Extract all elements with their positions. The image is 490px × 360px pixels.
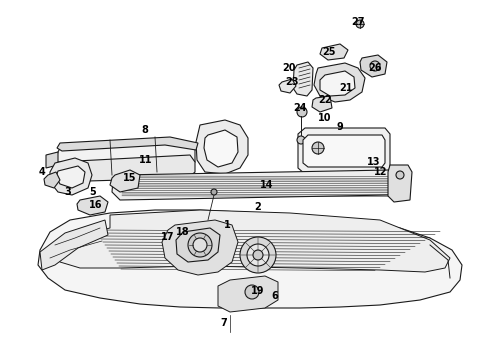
- Polygon shape: [112, 170, 397, 200]
- Polygon shape: [176, 228, 220, 262]
- Text: 6: 6: [271, 291, 278, 301]
- Circle shape: [297, 136, 305, 144]
- Polygon shape: [298, 128, 390, 174]
- Text: 10: 10: [318, 113, 332, 123]
- Polygon shape: [218, 276, 278, 312]
- Circle shape: [297, 107, 307, 117]
- Circle shape: [396, 171, 404, 179]
- Polygon shape: [55, 142, 195, 178]
- Text: 13: 13: [367, 157, 381, 167]
- Text: 5: 5: [90, 187, 97, 197]
- Text: 26: 26: [368, 63, 382, 73]
- Circle shape: [370, 61, 380, 71]
- Text: 22: 22: [318, 95, 332, 105]
- Text: 3: 3: [65, 187, 72, 197]
- Polygon shape: [52, 155, 195, 182]
- Polygon shape: [314, 63, 365, 102]
- Polygon shape: [320, 71, 355, 96]
- Polygon shape: [50, 158, 92, 195]
- Polygon shape: [38, 210, 462, 308]
- Polygon shape: [204, 130, 238, 167]
- Text: 23: 23: [285, 77, 299, 87]
- Text: 20: 20: [282, 63, 296, 73]
- Text: 17: 17: [161, 232, 175, 242]
- Circle shape: [356, 20, 364, 28]
- Polygon shape: [303, 135, 385, 167]
- Polygon shape: [293, 62, 313, 96]
- Polygon shape: [388, 165, 412, 202]
- Polygon shape: [110, 170, 140, 192]
- Text: 4: 4: [39, 167, 46, 177]
- Text: 24: 24: [293, 103, 307, 113]
- Text: 12: 12: [374, 167, 388, 177]
- Polygon shape: [56, 166, 85, 188]
- Circle shape: [211, 189, 217, 195]
- Text: 18: 18: [176, 227, 190, 237]
- Text: 21: 21: [339, 83, 353, 93]
- Text: 25: 25: [322, 47, 336, 57]
- Polygon shape: [312, 96, 332, 112]
- Circle shape: [188, 233, 212, 257]
- Circle shape: [245, 285, 259, 299]
- Text: 11: 11: [139, 155, 153, 165]
- Polygon shape: [162, 220, 238, 275]
- Polygon shape: [279, 79, 296, 93]
- Circle shape: [247, 244, 269, 266]
- Text: 19: 19: [251, 286, 265, 296]
- Polygon shape: [44, 172, 60, 188]
- Text: 8: 8: [142, 125, 148, 135]
- Text: 14: 14: [260, 180, 274, 190]
- Circle shape: [253, 250, 263, 260]
- Text: 2: 2: [255, 202, 261, 212]
- Polygon shape: [46, 152, 58, 168]
- Polygon shape: [196, 120, 248, 174]
- Text: 16: 16: [89, 200, 103, 210]
- Text: 9: 9: [337, 122, 343, 132]
- Text: 27: 27: [351, 17, 365, 27]
- Circle shape: [193, 238, 207, 252]
- Polygon shape: [55, 210, 450, 272]
- Polygon shape: [77, 196, 108, 215]
- Text: 1: 1: [223, 220, 230, 230]
- Text: 15: 15: [123, 173, 137, 183]
- Polygon shape: [360, 55, 387, 77]
- Circle shape: [312, 142, 324, 154]
- Polygon shape: [40, 220, 108, 270]
- Polygon shape: [57, 137, 198, 151]
- Circle shape: [240, 237, 276, 273]
- Text: 7: 7: [220, 318, 227, 328]
- Polygon shape: [320, 44, 348, 60]
